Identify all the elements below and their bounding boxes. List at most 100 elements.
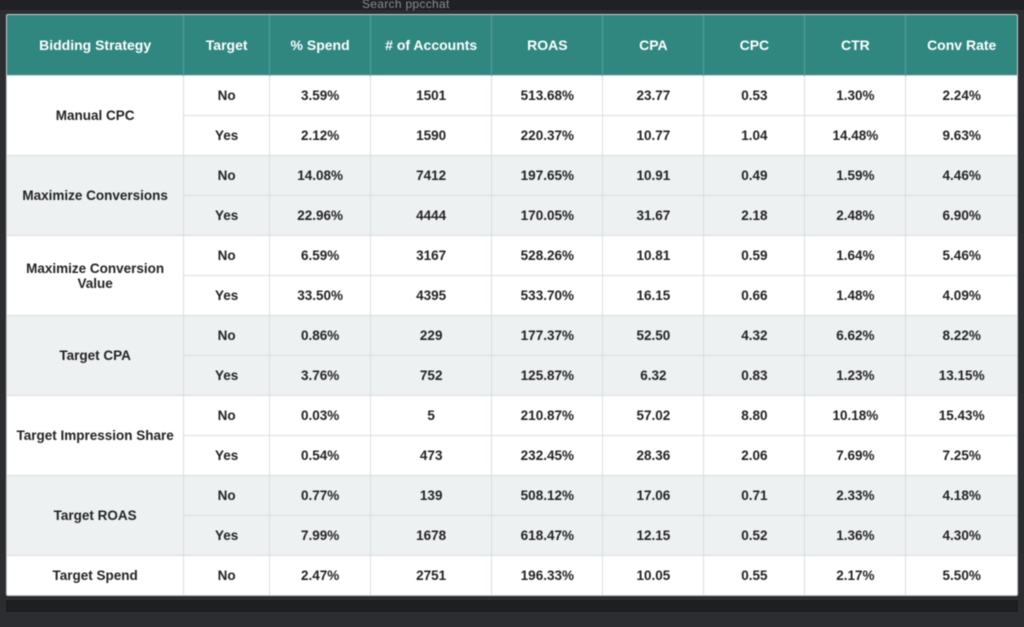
col-accounts[interactable]: # of Accounts [371, 15, 492, 76]
cell-cpa: 23.77 [603, 76, 704, 116]
cell-cpa: 10.05 [603, 556, 704, 596]
cell-target: Yes [184, 196, 270, 236]
bidding-strategy-table: Bidding Strategy Target % Spend # of Acc… [7, 15, 1017, 595]
strategy-cell: Manual CPC [7, 76, 184, 156]
cell-roas: 196.33% [492, 556, 603, 596]
table-row: Target SpendNo2.47%2751196.33%10.050.552… [7, 556, 1017, 596]
cell-roas: 528.26% [492, 236, 603, 276]
cell-conv: 15.43% [906, 396, 1017, 436]
cell-spend: 3.76% [270, 356, 371, 396]
cell-target: No [184, 316, 270, 356]
cell-ctr: 1.59% [805, 156, 906, 196]
cell-cpa: 52.50 [603, 316, 704, 356]
cell-accounts: 1590 [371, 116, 492, 156]
col-cpa[interactable]: CPA [603, 15, 704, 76]
table-body: Manual CPCNo3.59%1501513.68%23.770.531.3… [7, 76, 1017, 596]
col-spend[interactable]: % Spend [270, 15, 371, 76]
cell-target: Yes [184, 516, 270, 556]
cell-ctr: 1.23% [805, 356, 906, 396]
cell-cpc: 0.83 [704, 356, 805, 396]
cell-target: No [184, 476, 270, 516]
table-row: Maximize Conversion ValueNo6.59%3167528.… [7, 236, 1017, 276]
cell-spend: 33.50% [270, 276, 371, 316]
col-strategy[interactable]: Bidding Strategy [7, 15, 184, 76]
cell-accounts: 229 [371, 316, 492, 356]
strategy-cell: Target CPA [7, 316, 184, 396]
cell-spend: 2.12% [270, 116, 371, 156]
cell-accounts: 4395 [371, 276, 492, 316]
cell-cpc: 0.49 [704, 156, 805, 196]
cell-accounts: 7412 [371, 156, 492, 196]
cell-accounts: 2751 [371, 556, 492, 596]
cell-target: No [184, 556, 270, 596]
browser-chrome: Search ppcchat [0, 0, 1024, 10]
cell-accounts: 139 [371, 476, 492, 516]
cell-roas: 508.12% [492, 476, 603, 516]
search-hint: Search ppcchat [362, 0, 450, 11]
cell-spend: 2.47% [270, 556, 371, 596]
cell-accounts: 1501 [371, 76, 492, 116]
cell-target: No [184, 76, 270, 116]
cell-conv: 4.18% [906, 476, 1017, 516]
cell-spend: 22.96% [270, 196, 371, 236]
cell-ctr: 10.18% [805, 396, 906, 436]
table-row: Target ROASNo0.77%139508.12%17.060.712.3… [7, 476, 1017, 516]
cell-spend: 0.03% [270, 396, 371, 436]
cell-ctr: 1.30% [805, 76, 906, 116]
cell-cpc: 0.71 [704, 476, 805, 516]
table-row: Maximize ConversionsNo14.08%7412197.65%1… [7, 156, 1017, 196]
cell-conv: 6.90% [906, 196, 1017, 236]
cell-roas: 177.37% [492, 316, 603, 356]
cell-conv: 5.46% [906, 236, 1017, 276]
cell-cpa: 10.81 [603, 236, 704, 276]
cell-roas: 618.47% [492, 516, 603, 556]
cell-cpc: 0.55 [704, 556, 805, 596]
cell-target: Yes [184, 116, 270, 156]
cell-spend: 3.59% [270, 76, 371, 116]
cell-ctr: 1.64% [805, 236, 906, 276]
cell-conv: 7.25% [906, 436, 1017, 476]
cell-cpc: 0.66 [704, 276, 805, 316]
cell-conv: 4.46% [906, 156, 1017, 196]
cell-conv: 9.63% [906, 116, 1017, 156]
cell-cpa: 31.67 [603, 196, 704, 236]
table-row: Target CPANo0.86%229177.37%52.504.326.62… [7, 316, 1017, 356]
strategy-cell: Target ROAS [7, 476, 184, 556]
cell-conv: 8.22% [906, 316, 1017, 356]
col-cpc[interactable]: CPC [704, 15, 805, 76]
col-conv[interactable]: Conv Rate [906, 15, 1017, 76]
cell-accounts: 1678 [371, 516, 492, 556]
col-target[interactable]: Target [184, 15, 270, 76]
cell-ctr: 2.33% [805, 476, 906, 516]
strategy-cell: Target Impression Share [7, 396, 184, 476]
cell-cpc: 8.80 [704, 396, 805, 436]
cell-ctr: 2.17% [805, 556, 906, 596]
cell-cpa: 28.36 [603, 436, 704, 476]
cell-spend: 14.08% [270, 156, 371, 196]
cell-cpa: 57.02 [603, 396, 704, 436]
page-wrap: Bidding Strategy Target % Spend # of Acc… [0, 10, 1024, 618]
cell-roas: 533.70% [492, 276, 603, 316]
cell-roas: 125.87% [492, 356, 603, 396]
cell-cpa: 10.77 [603, 116, 704, 156]
col-ctr[interactable]: CTR [805, 15, 906, 76]
cell-cpc: 4.32 [704, 316, 805, 356]
table-row: Manual CPCNo3.59%1501513.68%23.770.531.3… [7, 76, 1017, 116]
cell-ctr: 2.48% [805, 196, 906, 236]
col-roas[interactable]: ROAS [492, 15, 603, 76]
cell-accounts: 3167 [371, 236, 492, 276]
cell-cpc: 2.06 [704, 436, 805, 476]
cell-cpa: 16.15 [603, 276, 704, 316]
cell-cpa: 10.91 [603, 156, 704, 196]
cell-cpc: 2.18 [704, 196, 805, 236]
cell-ctr: 1.48% [805, 276, 906, 316]
cell-cpc: 0.52 [704, 516, 805, 556]
cell-roas: 513.68% [492, 76, 603, 116]
cell-target: No [184, 396, 270, 436]
cell-cpa: 17.06 [603, 476, 704, 516]
cell-ctr: 6.62% [805, 316, 906, 356]
cell-target: No [184, 236, 270, 276]
table-header: Bidding Strategy Target % Spend # of Acc… [7, 15, 1017, 76]
cell-target: Yes [184, 356, 270, 396]
cell-ctr: 1.36% [805, 516, 906, 556]
